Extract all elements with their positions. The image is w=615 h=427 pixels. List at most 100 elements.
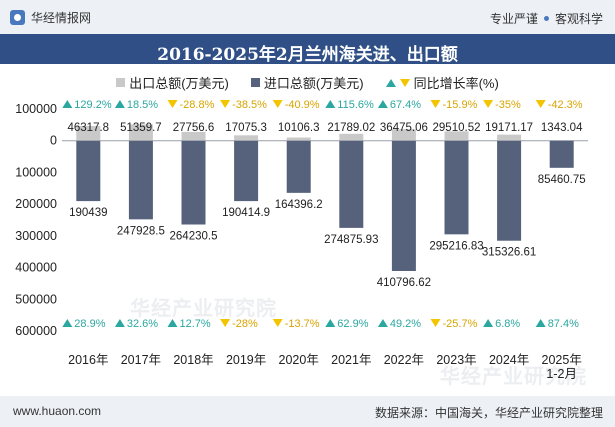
import-swatch-icon [250,78,260,87]
growth-down-icon [220,100,231,108]
export-bar [444,131,469,141]
x-category-label: 2020年 [279,353,319,367]
import-growth-label: -13.7% [285,318,320,330]
import-bar [549,140,574,168]
export-value-label: 1343.04 [541,122,583,134]
import-value-label: 410796.62 [377,277,431,289]
growth-down-icon [430,319,441,327]
watermark: 华经产业研究院 [440,366,587,388]
legend-export[interactable]: 出口总额(万美元) [116,73,229,92]
export-growth-label: -42.3% [548,99,583,111]
import-growth-label: -28% [232,318,258,330]
growth-up-icon [325,319,336,327]
up-triangle-icon [385,78,396,87]
export-growth-label: 115.6% [337,99,374,111]
down-triangle-icon [399,78,410,87]
slogan: 专业严谨 客观科学 [490,10,603,27]
import-value-label: 315326.61 [482,247,536,259]
growth-up-icon [535,319,546,327]
export-growth-label: -35% [495,99,521,111]
logo-icon [10,10,25,25]
export-bar [286,137,311,141]
import-value-label: 190414.9 [222,207,270,219]
export-bar [76,126,101,141]
export-value-label: 27756.6 [173,122,215,134]
export-growth-label: -40.9% [285,99,320,111]
growth-up-icon [114,100,125,108]
export-bar [128,124,153,141]
x-category-label: 2017年 [121,353,161,367]
import-bar [391,140,416,271]
import-bar [286,140,311,193]
y-tick-label: 100000 [15,165,57,179]
x-category-label: 1-2月 [546,367,577,381]
import-value-label: 274875.93 [324,234,378,246]
growth-up-icon [167,319,178,327]
export-growth-label: -15.9% [443,99,478,111]
growth-down-icon [272,319,283,327]
export-bar [497,134,522,141]
export-value-label: 51359.7 [120,122,162,134]
x-category-label: 2025年 [542,353,582,367]
export-swatch-icon [116,78,126,87]
y-tick-label: 100000 [15,102,57,116]
export-bar [339,133,364,141]
legend-growth[interactable]: 同比增长率(%) [385,73,499,92]
growth-up-icon [325,100,336,108]
export-bar [549,140,574,141]
import-growth-label: 49.2% [390,318,421,330]
x-category-label: 2016年 [68,353,108,367]
legend-import[interactable]: 进口总额(万美元) [250,73,364,92]
legend-import-label: 进口总额(万美元) [263,76,364,91]
import-bar [339,140,364,228]
footer-website[interactable]: www.huaon.com [13,404,102,418]
import-bar [128,140,153,220]
growth-up-icon [377,100,388,108]
bullet-dot-icon [543,16,549,21]
growth-down-icon [535,100,546,108]
x-category-label: 2021年 [331,353,371,367]
import-value-label: 190439 [69,207,107,219]
import-value-label: 264230.5 [170,231,218,243]
import-growth-label: 62.9% [337,318,368,330]
import-bar [76,140,101,202]
growth-up-icon [62,100,73,108]
logo-text: 华经情报网 [31,11,92,25]
growth-up-icon [377,319,388,327]
chart-title: 2016-2025年2月兰州海关进、出口额 [157,45,458,65]
watermark: 华经产业研究院 [130,298,277,320]
import-growth-label: 6.8% [495,318,520,330]
y-tick-label: 200000 [15,197,57,211]
x-category-label: 2022年 [384,353,424,367]
y-tick-label: 400000 [15,261,57,275]
x-category-label: 2018年 [173,353,213,367]
growth-down-icon [483,100,494,108]
import-bar [234,140,259,202]
x-category-label: 2023年 [436,353,476,367]
legend-export-label: 出口总额(万美元) [129,76,229,91]
import-value-label: 247928.5 [117,225,165,237]
import-value-label: 164396.2 [275,199,323,211]
y-tick-label: 500000 [15,292,57,306]
export-value-label: 10106.3 [278,122,320,134]
y-tick-label: 300000 [15,229,57,243]
import-growth-label: 32.6% [127,318,158,330]
import-bar [181,140,206,225]
export-growth-label: 67.4% [390,99,421,111]
export-growth-label: 129.2% [74,99,112,111]
growth-up-icon [62,319,73,327]
growth-down-icon [167,100,178,108]
growth-up-icon [483,319,494,327]
title-bar: 2016-2025年2月兰州海关进、出口额 [0,34,615,65]
export-growth-label: 18.5% [127,99,158,111]
import-value-label: 85460.75 [538,174,586,186]
y-tick-label: 600000 [15,324,57,338]
brand-logo[interactable]: 华经情报网 [10,9,91,26]
chart-legend: 出口总额(万美元) 进口总额(万美元) 同比增长率(%) [0,73,615,92]
growth-down-icon [272,100,283,108]
export-growth-label: -28.8% [180,99,215,111]
footer-bar: www.huaon.com 数据来源：中国海关，华经产业研究院整理 [0,396,615,427]
import-bar [444,140,469,235]
export-value-label: 17075.3 [225,122,267,134]
top-bar: 华经情报网 专业严谨 客观科学 [0,0,615,34]
